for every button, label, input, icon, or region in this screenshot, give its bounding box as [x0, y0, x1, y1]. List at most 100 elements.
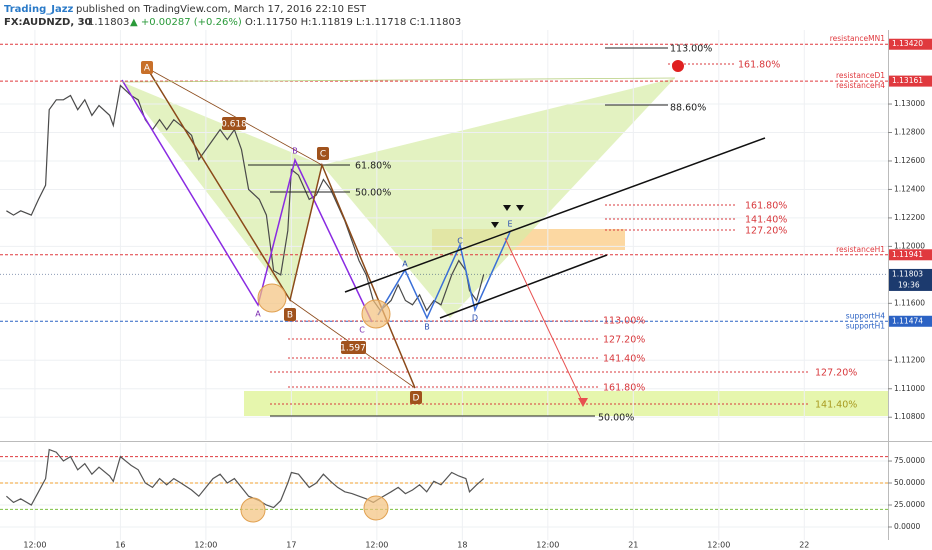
y-tick-label: 1.13000 — [894, 99, 925, 108]
fib-label: 61.80% — [355, 161, 391, 172]
pattern-label: C — [320, 150, 326, 160]
y-tick-label: 75.0000 — [894, 456, 925, 465]
pattern-label: E — [507, 220, 512, 229]
highlight-circle — [257, 283, 287, 313]
level-price: 1.13161 — [892, 76, 923, 85]
arrow-head — [578, 398, 588, 407]
level-name: resistanceD1 — [836, 71, 885, 80]
y-tick-label: 1.11000 — [894, 384, 925, 393]
level-price: 1.13420 — [892, 39, 923, 48]
fib-label: 161.80% — [745, 201, 787, 212]
pattern-label: D — [472, 314, 478, 323]
y-tick-label: 1.11600 — [894, 298, 925, 307]
last-price: 1.11803 — [892, 269, 923, 278]
y-tick-label: 1.10800 — [894, 412, 925, 421]
annotation-labels: A 0.618 B C 61.80% 50.00% A B C 1.597 D … — [144, 44, 857, 424]
label-box — [341, 341, 366, 354]
pattern-label: 1.597 — [340, 344, 366, 354]
header-change: ▲ +0.00287 (+0.26%) — [130, 17, 242, 28]
series — [6, 84, 485, 509]
highlight-circle — [240, 497, 266, 523]
level-name: resistanceH4 — [836, 81, 885, 90]
level-name: supportH1 — [846, 321, 885, 330]
y-tick-label: 50.0000 — [894, 478, 925, 487]
x-tick-label: 12:00 — [194, 541, 217, 550]
drawings — [121, 47, 810, 523]
pattern-label: 0.618 — [221, 120, 247, 130]
label-box — [222, 117, 246, 130]
marker — [491, 222, 499, 228]
label-boxes — [141, 61, 422, 404]
level-name: resistanceH1 — [836, 245, 885, 254]
header-published: published on TradingView.com, March 17, … — [76, 4, 367, 15]
fib-label: 141.40% — [815, 400, 857, 411]
pattern-label: A — [402, 260, 408, 269]
level-price-box — [889, 75, 932, 87]
pattern-edge — [121, 77, 676, 83]
pattern-label: C — [457, 237, 463, 246]
pattern-label: C — [359, 326, 365, 335]
x-tick-label: 12:00 — [23, 541, 46, 550]
y-tick-label: 25.0000 — [894, 500, 925, 509]
projection-arrow — [504, 237, 584, 404]
fib-label: 141.40% — [745, 215, 787, 226]
y-tick-label: 1.12000 — [894, 241, 925, 250]
x-tick-label: 18 — [457, 541, 467, 550]
fib-label: 161.80% — [603, 383, 645, 394]
x-tick-label: 12:00 — [536, 541, 559, 550]
series-line — [6, 448, 485, 509]
y-tick-label: 1.12200 — [894, 213, 925, 222]
pattern-label: B — [292, 147, 298, 156]
header-ohlc: O:1.11750 H:1.11819 L:1.11718 C:1.11803 — [245, 17, 461, 28]
pattern-label: D — [413, 394, 420, 404]
blue-pattern — [377, 231, 511, 320]
last-price-box — [889, 268, 932, 291]
level-price-box — [889, 38, 932, 50]
fib-label: 127.20% — [815, 368, 857, 379]
x-tick-label: 12:00 — [707, 541, 730, 550]
label-box — [410, 391, 422, 404]
level-price-box — [889, 315, 932, 327]
series-line — [6, 84, 485, 312]
x-tick-label: 17 — [286, 541, 296, 550]
fib-label: 113.00% — [603, 316, 645, 327]
label-box — [317, 147, 329, 160]
fib-lines — [248, 47, 810, 417]
marker — [516, 205, 524, 211]
purple-pattern — [121, 79, 373, 323]
level-price: 1.11941 — [892, 250, 923, 259]
fib-label: 113.00% — [670, 44, 712, 55]
x-tick-label: 21 — [628, 541, 638, 550]
pattern-label: B — [287, 311, 293, 321]
levels — [0, 43, 888, 510]
pattern-label: A — [255, 310, 261, 319]
header-price: 1.11803 — [88, 17, 129, 28]
pattern-legs — [146, 67, 416, 389]
y-tick-label: 1.12400 — [894, 184, 925, 193]
fib-label: 127.20% — [603, 335, 645, 346]
pattern-label: A — [144, 64, 151, 74]
fib-label: 50.00% — [355, 188, 391, 199]
header-symbol: FX:AUDNZD, 30 — [4, 17, 92, 28]
fib-label: 50.00% — [598, 413, 634, 424]
label-box — [141, 61, 153, 74]
y-tick-label: 1.12800 — [894, 128, 925, 137]
countdown: 19:36 — [898, 280, 920, 289]
fib-label: 141.40% — [603, 354, 645, 365]
level-name: resistanceMN1 — [830, 34, 886, 43]
y-tick-label: 0.0000 — [894, 522, 920, 531]
pattern-label: B — [424, 323, 430, 332]
y-tick-label: 1.12600 — [894, 156, 925, 165]
fib-label: 127.20% — [745, 226, 787, 237]
fib-label: 88.60% — [670, 103, 706, 114]
level-price: 1.11474 — [892, 316, 923, 325]
header-user: Trading_Jazz — [4, 4, 74, 15]
pattern-diagonal — [146, 67, 323, 166]
x-tick-label: 22 — [799, 541, 809, 550]
highlight-circle — [361, 299, 391, 329]
highlight-circle — [363, 495, 389, 521]
marker — [503, 205, 511, 211]
x-tick-label: 12:00 — [365, 541, 388, 550]
pattern-fill — [322, 78, 675, 318]
